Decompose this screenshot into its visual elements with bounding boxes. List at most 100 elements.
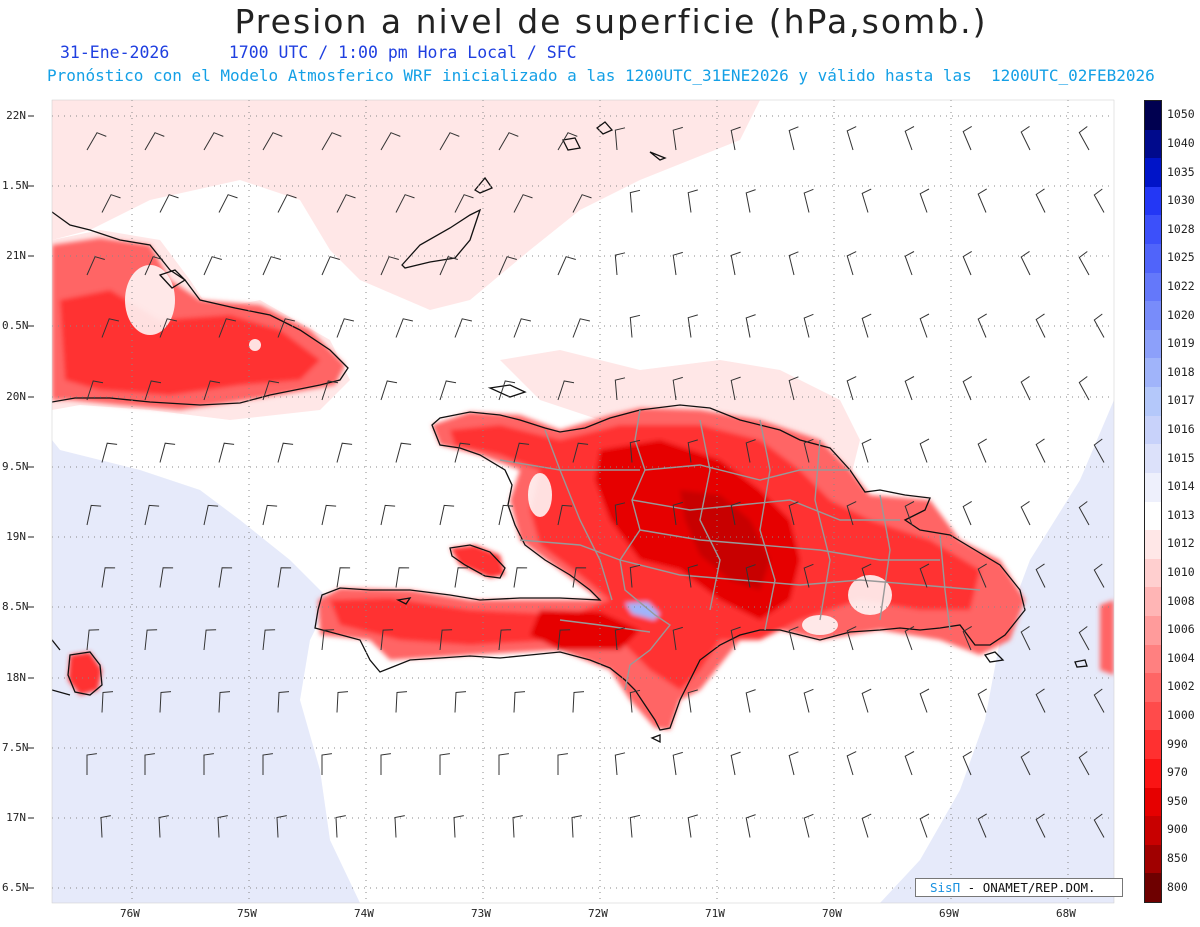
wind-barb — [277, 567, 292, 588]
wind-barb — [745, 439, 756, 463]
wind-barb — [262, 753, 273, 775]
wind-barb — [962, 375, 972, 401]
legend-label-970: 970 — [1167, 765, 1188, 780]
wind-barb — [803, 188, 814, 213]
wind-barb — [512, 815, 523, 838]
wind-barb — [730, 376, 741, 401]
legend-swatch-1019 — [1145, 329, 1161, 359]
sispi-logo: SisΠ — [930, 880, 961, 895]
wind-barb — [557, 380, 575, 401]
wind-barb — [962, 500, 972, 526]
wind-barb — [277, 442, 294, 463]
wind-barb — [687, 314, 698, 338]
wind-barb — [380, 504, 396, 526]
wind-barb — [803, 813, 814, 838]
lat-label-19-5n: 9.5N — [2, 460, 29, 473]
legend-swatch-1008 — [1145, 587, 1161, 617]
legend-label-1035: 1035 — [1167, 164, 1195, 179]
wind-barb — [846, 126, 857, 151]
legend-swatch-1014 — [1145, 472, 1161, 502]
legend-swatch-800 — [1145, 873, 1161, 903]
legend-label-1028: 1028 — [1167, 221, 1195, 236]
lon-label-74w: 74W — [354, 907, 374, 920]
wind-barb — [380, 753, 391, 775]
wind-barb — [572, 567, 587, 588]
wind-barb — [803, 313, 814, 338]
wind-barb — [572, 442, 589, 463]
wind-barb — [962, 750, 972, 776]
wind-barb — [454, 442, 471, 463]
wind-barb — [919, 438, 930, 463]
wind-barb — [453, 815, 464, 838]
wind-barb — [672, 751, 683, 776]
wind-barb — [1078, 501, 1090, 526]
legend-label-800: 800 — [1167, 879, 1188, 894]
wind-barb — [1078, 626, 1090, 651]
legend-label-900: 900 — [1167, 822, 1188, 837]
wind-barb — [277, 194, 297, 213]
wind-barb — [321, 256, 340, 276]
lat-label-17n: 17N — [6, 811, 26, 824]
lat-label-19n: 19N — [6, 530, 26, 543]
wind-barb — [203, 504, 219, 526]
wind-barb — [557, 504, 573, 526]
wind-barb — [262, 629, 276, 651]
wind-barb — [803, 563, 814, 588]
wind-barb — [276, 815, 287, 838]
wind-barb — [321, 753, 332, 775]
credit-text: - ONAMET/REP.DOM. — [967, 880, 1096, 895]
wind-barb — [1020, 250, 1031, 276]
legend-label-1012: 1012 — [1167, 536, 1195, 551]
wind-barb — [687, 564, 698, 588]
legend-label-1020: 1020 — [1167, 307, 1195, 322]
wind-barb — [86, 380, 104, 401]
wind-barb — [557, 629, 571, 651]
lon-label-73w: 73W — [471, 907, 491, 920]
legend-label-1015: 1015 — [1167, 450, 1195, 465]
wind-barb — [745, 564, 756, 588]
legend-label-1014: 1014 — [1167, 479, 1195, 494]
wind-barb — [454, 567, 469, 588]
wind-barb — [557, 132, 578, 151]
legend-swatch-1004 — [1145, 644, 1161, 674]
wind-barb — [672, 626, 683, 651]
lat-label-21-5n: 1.5N — [2, 179, 29, 192]
wind-barb — [788, 501, 799, 526]
wind-barb — [380, 256, 399, 276]
wind-barb — [572, 194, 592, 213]
wind-barb — [86, 753, 97, 775]
wind-barb — [144, 753, 155, 775]
wind-barb — [962, 250, 972, 276]
wind-barb — [1078, 376, 1090, 401]
lat-label-22n: 22N — [6, 109, 26, 122]
wind-barb — [262, 380, 280, 401]
wind-barb — [977, 313, 987, 338]
legend-swatch-1030 — [1145, 186, 1161, 216]
lat-label-20n: 20N — [6, 390, 26, 403]
wind-barb — [672, 126, 683, 151]
legend-label-1002: 1002 — [1167, 679, 1195, 694]
wind-barb — [1035, 313, 1046, 338]
legend-label-1016: 1016 — [1167, 421, 1195, 436]
wind-barb — [846, 501, 857, 526]
wind-barb — [321, 504, 337, 526]
lon-label-69w: 69W — [939, 907, 959, 920]
wind-barb — [203, 753, 214, 775]
wind-barb — [439, 753, 450, 775]
legend-swatch-1013 — [1145, 501, 1161, 531]
wind-barb — [614, 627, 626, 651]
wind-barb — [1093, 563, 1105, 588]
wind-barb — [745, 814, 756, 838]
legend-label-1010: 1010 — [1167, 565, 1195, 580]
legend-swatch-1018 — [1145, 358, 1161, 388]
wind-barb — [788, 126, 799, 151]
wind-barb — [144, 132, 165, 151]
wind-barb — [144, 380, 162, 401]
wind-barb — [101, 318, 120, 338]
wind-barb — [217, 815, 228, 838]
lon-label-70w: 70W — [822, 907, 842, 920]
legend-label-1017: 1017 — [1167, 393, 1195, 408]
wind-barb — [904, 376, 915, 401]
wind-barb — [803, 688, 814, 713]
wind-barb — [904, 501, 915, 526]
